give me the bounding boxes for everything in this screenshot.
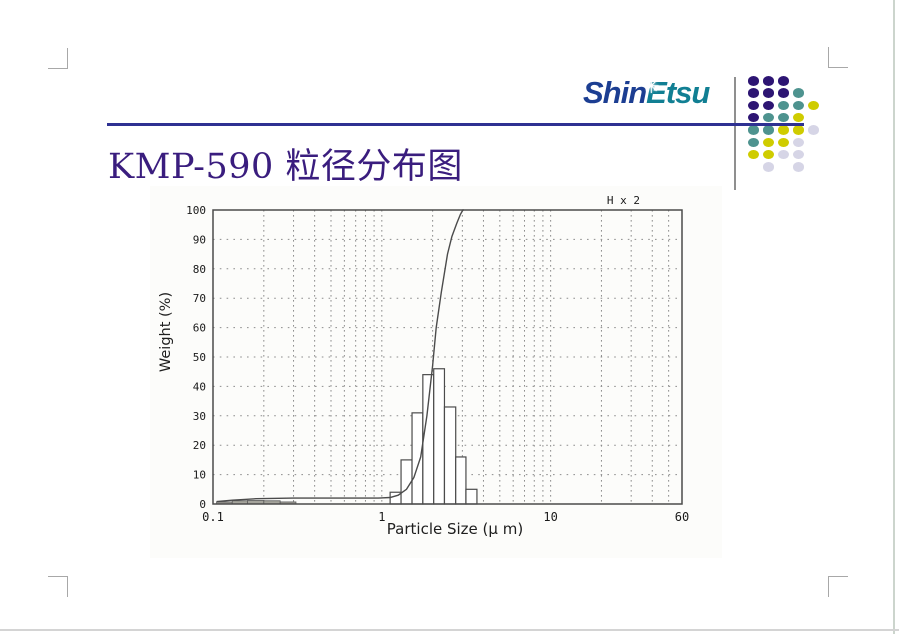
histogram-bar xyxy=(411,412,424,505)
logo-dot xyxy=(763,88,774,98)
cumulative-curve xyxy=(216,209,464,503)
logo-dot xyxy=(763,137,774,147)
histogram-bar xyxy=(465,488,478,505)
logo-dot xyxy=(763,125,774,135)
header-rule-line xyxy=(107,123,804,126)
logo-dot xyxy=(778,88,789,98)
logo-dot xyxy=(793,137,804,147)
y-tick-label: 50 xyxy=(193,351,206,364)
y-tick-label: 70 xyxy=(193,292,206,305)
crop-mark-top-left xyxy=(48,48,68,69)
page-title: KMP-590 粒径分布图 xyxy=(108,147,463,187)
page-edge-bottom xyxy=(0,629,899,631)
logo-dot xyxy=(748,76,759,86)
logo-dot xyxy=(763,162,774,172)
y-axis-title: Weight (%) xyxy=(158,292,174,372)
logo-dot-matrix xyxy=(748,76,828,176)
histogram-bar xyxy=(433,368,446,505)
histogram-bar xyxy=(422,374,435,505)
y-tick-label: 90 xyxy=(193,233,206,246)
scale-annotation: H x 2 xyxy=(607,194,640,207)
logo-dot xyxy=(778,149,789,160)
logo-text-shin: Shin xyxy=(583,75,647,110)
logo-dot xyxy=(793,100,804,111)
logo-dot xyxy=(778,137,789,147)
particle-size-chart: 0 10 20 30 40 50 60 70 80 90 100 0.1 1 10 60 H x 2 Weigh… xyxy=(150,186,722,558)
x-tick-label: 0.1 xyxy=(202,510,224,524)
crop-mark-bottom-right xyxy=(828,576,848,597)
y-tick-label: 20 xyxy=(193,439,206,452)
logo-dot xyxy=(778,125,789,135)
logo-dot xyxy=(808,100,819,111)
page-edge-right xyxy=(893,0,895,634)
logo-dot xyxy=(778,100,789,111)
logo-dot xyxy=(763,100,774,111)
logo-dot xyxy=(763,76,774,86)
logo-dot xyxy=(748,125,759,135)
logo-dot xyxy=(778,112,789,123)
logo-dot xyxy=(748,149,759,160)
histogram-bar xyxy=(443,406,457,505)
logo-dot xyxy=(748,137,759,147)
y-tick-label: 10 xyxy=(193,469,206,482)
logo-dot xyxy=(748,88,759,98)
logo-dot xyxy=(793,112,804,123)
logo-dot xyxy=(793,162,804,172)
logo-dot xyxy=(763,112,774,123)
logo-dot xyxy=(793,88,804,98)
logo-divider-line xyxy=(734,77,736,190)
x-tick-label: 10 xyxy=(543,510,557,524)
logo-dot xyxy=(793,125,804,135)
histogram-bar xyxy=(455,456,467,505)
logo-dot xyxy=(808,125,819,135)
logo-text-etsu: Etsu xyxy=(646,75,710,110)
y-tick-label: 60 xyxy=(193,322,206,335)
x-tick-label: 1 xyxy=(378,510,385,524)
y-tick-label: 0 xyxy=(199,498,206,511)
x-axis-title: Particle Size (μ m) xyxy=(387,520,523,538)
logo-dot xyxy=(748,100,759,111)
x-tick-label: 60 xyxy=(675,510,689,524)
crop-mark-top-right xyxy=(828,47,848,68)
shinetsu-logo: ShinEtsu ✳ xyxy=(583,74,733,114)
logo-dot xyxy=(778,76,789,86)
sparkle-icon: ✳ xyxy=(643,76,660,98)
logo-dot xyxy=(748,112,759,123)
y-tick-label: 30 xyxy=(193,410,206,423)
y-tick-label: 80 xyxy=(193,263,206,276)
y-tick-label: 40 xyxy=(193,380,206,393)
crop-mark-bottom-left xyxy=(48,576,68,597)
particle-size-distribution-plot: 0 10 20 30 40 50 60 70 80 90 100 0.1 1 10 60 H x 2 Weigh… xyxy=(150,186,722,558)
plot-frame xyxy=(212,209,683,505)
logo-dot xyxy=(763,149,774,160)
y-tick-label: 100 xyxy=(186,204,206,217)
logo-dot xyxy=(793,149,804,160)
